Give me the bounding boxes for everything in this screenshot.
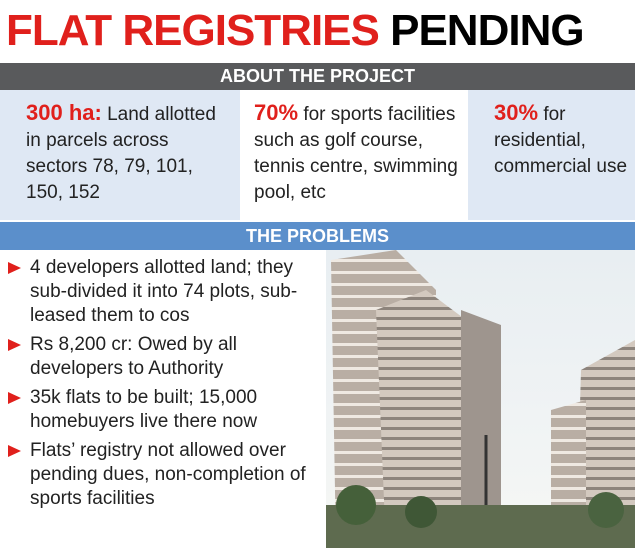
trees bbox=[326, 505, 635, 548]
problem-list: 4 developers allotted land; they sub-div… bbox=[0, 250, 326, 548]
fact: 30% for residential, commercial use bbox=[468, 90, 635, 220]
fact-highlight: 300 ha: bbox=[26, 100, 102, 125]
title-black: PENDING bbox=[390, 6, 584, 55]
photo bbox=[326, 250, 635, 548]
title: FLAT REGISTRIES PENDING bbox=[0, 0, 635, 62]
building bbox=[376, 290, 466, 548]
building bbox=[461, 310, 501, 548]
section-heading: THE PROBLEMS bbox=[0, 222, 635, 250]
fact: 300 ha: Land allotted in parcels across … bbox=[0, 90, 240, 220]
tree bbox=[588, 492, 624, 528]
fact-highlight: 70% bbox=[254, 100, 299, 125]
problem-item: Flats’ registry not allowed over pending… bbox=[8, 439, 322, 511]
section-heading: ABOUT THE PROJECT bbox=[0, 63, 635, 90]
fact-text: for sports facilities such as golf cours… bbox=[254, 104, 458, 203]
problem-item: Rs 8,200 cr: Owed by all developers to A… bbox=[8, 333, 322, 381]
problem-item: 4 developers allotted land; they sub-div… bbox=[8, 256, 322, 328]
problem-item: 35k flats to be built; 15,000 homebuyers… bbox=[8, 386, 322, 434]
building bbox=[576, 340, 635, 548]
tree bbox=[405, 496, 437, 528]
fact: 70% for sports facilities such as golf c… bbox=[240, 90, 468, 220]
tree bbox=[336, 485, 376, 525]
fact-text: for residential, commercial use bbox=[494, 104, 628, 177]
fact-text: Land allotted in parcels across sectors … bbox=[26, 104, 216, 203]
fact-highlight: 30% bbox=[494, 100, 539, 125]
title-red: FLAT REGISTRIES bbox=[6, 6, 380, 55]
